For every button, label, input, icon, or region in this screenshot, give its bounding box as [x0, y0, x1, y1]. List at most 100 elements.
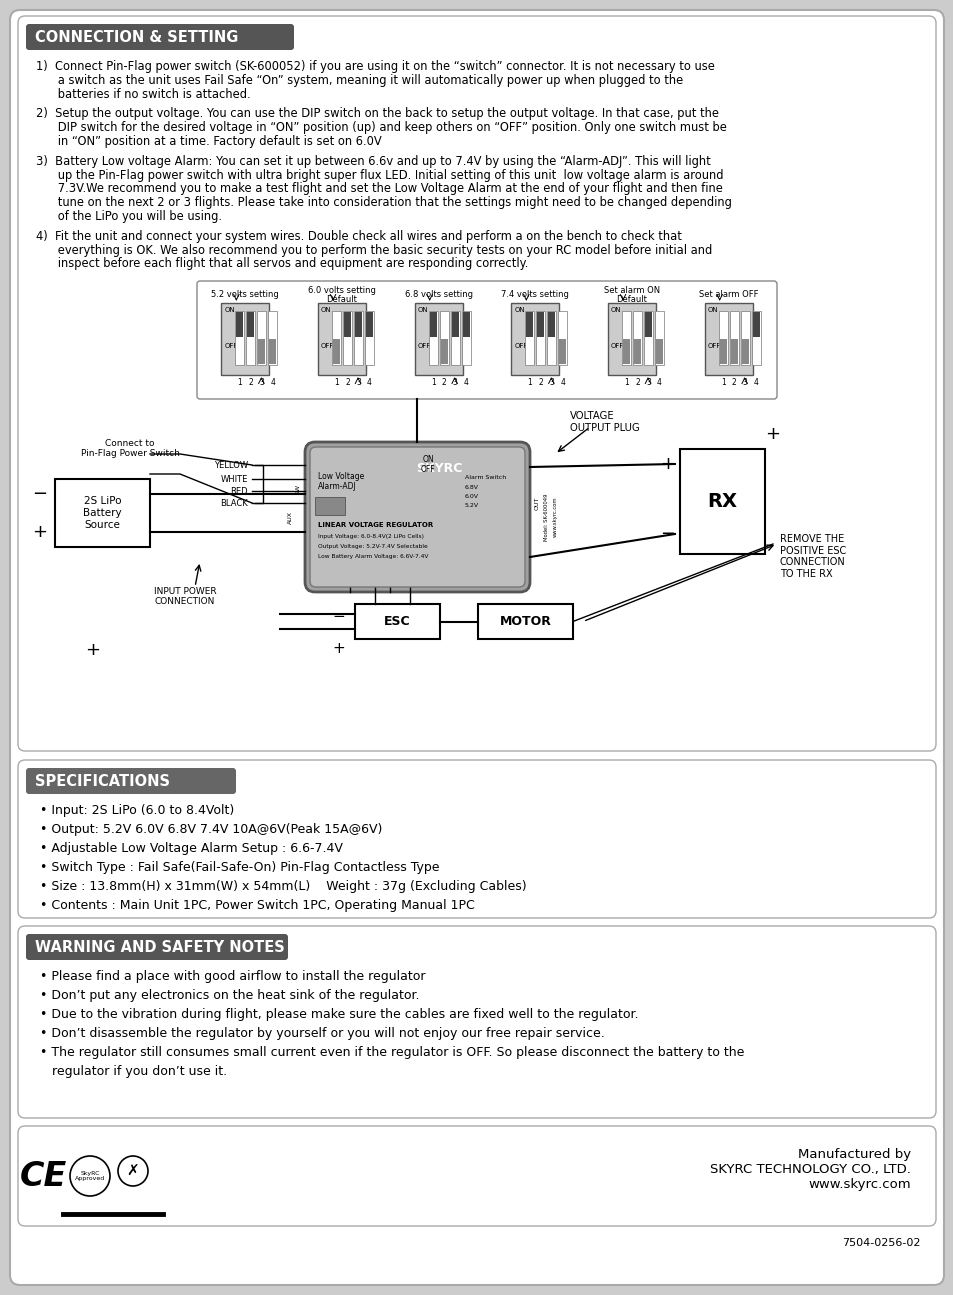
Text: CONNECTION & SETTING: CONNECTION & SETTING [35, 30, 238, 45]
Text: • Switch Type : Fail Safe(Fail-Safe-On) Pin-Flag Contactless Type: • Switch Type : Fail Safe(Fail-Safe-On) … [40, 861, 439, 874]
Bar [344, 312, 351, 338]
Text: 1: 1 [623, 378, 628, 387]
Text: OFF: OFF [707, 343, 720, 348]
Text: 3: 3 [549, 378, 554, 387]
Bar [235, 311, 244, 365]
Bar [729, 311, 738, 365]
Text: 3: 3 [259, 378, 264, 387]
Text: everything is OK. We also recommend you to perform the basic security tests on y: everything is OK. We also recommend you … [36, 243, 712, 256]
Text: +: + [332, 641, 345, 657]
Text: REMOVE THE
POSITIVE ESC
CONNECTION
TO THE RX: REMOVE THE POSITIVE ESC CONNECTION TO TH… [780, 534, 845, 579]
Bar [536, 311, 545, 365]
FancyBboxPatch shape [10, 10, 943, 1285]
Text: +: + [764, 425, 780, 443]
Text: OUT: OUT [534, 496, 539, 510]
Bar [740, 311, 749, 365]
Text: SkyRC
Approved: SkyRC Approved [74, 1171, 105, 1181]
Text: 1: 1 [334, 378, 338, 387]
Bar [730, 338, 737, 364]
Text: 4: 4 [753, 378, 758, 387]
Text: 2: 2 [345, 378, 350, 387]
Text: 2: 2 [441, 378, 446, 387]
Bar [634, 338, 640, 364]
Text: 3)  Battery Low voltage Alarm: You can set it up between 6.6v and up to 7.4V by : 3) Battery Low voltage Alarm: You can se… [36, 155, 710, 168]
Bar [246, 311, 255, 365]
Bar [333, 338, 339, 364]
Text: Default: Default [326, 295, 357, 304]
Bar [440, 338, 447, 364]
Bar [462, 312, 469, 338]
Bar [548, 312, 555, 338]
Text: Set alarm OFF: Set alarm OFF [699, 290, 758, 299]
Text: Set alarm ON: Set alarm ON [603, 286, 659, 295]
FancyBboxPatch shape [310, 447, 524, 587]
Text: 1)  Connect Pin-Flag power switch (SK-600052) if you are using it on the “switch: 1) Connect Pin-Flag power switch (SK-600… [36, 60, 714, 73]
Text: up the Pin-Flag power switch with ultra bright super flux LED. Initial setting o: up the Pin-Flag power switch with ultra … [36, 168, 722, 181]
Bar [643, 311, 652, 365]
Bar [558, 338, 566, 364]
Text: www.skyrc.com: www.skyrc.com [552, 497, 557, 537]
FancyBboxPatch shape [18, 1125, 935, 1226]
Text: 5.2V: 5.2V [464, 502, 478, 508]
Text: 6.0 volts setting: 6.0 volts setting [308, 286, 375, 295]
Bar [547, 311, 556, 365]
Text: Connect to
Pin-Flag Power Switch: Connect to Pin-Flag Power Switch [80, 439, 179, 458]
Text: • Input: 2S LiPo (6.0 to 8.4Volt): • Input: 2S LiPo (6.0 to 8.4Volt) [40, 804, 234, 817]
Text: Model: SK-600049: Model: SK-600049 [544, 493, 549, 541]
Bar [317, 303, 366, 376]
Text: 6.0V: 6.0V [464, 493, 478, 499]
Text: • Please find a place with good airflow to install the regulator: • Please find a place with good airflow … [40, 970, 425, 983]
Bar [477, 603, 573, 638]
Text: 1: 1 [431, 378, 436, 387]
Text: ON: ON [610, 307, 621, 313]
Bar [415, 303, 462, 376]
Text: WARNING AND SAFETY NOTES: WARNING AND SAFETY NOTES [35, 940, 284, 954]
Text: RX: RX [707, 492, 737, 512]
Bar [268, 311, 277, 365]
Text: regulator if you don’t use it.: regulator if you don’t use it. [40, 1064, 227, 1077]
Bar [644, 312, 651, 338]
Text: Default: Default [616, 295, 647, 304]
Text: 4)  Fit the unit and connect your system wires. Double check all wires and perfo: 4) Fit the unit and connect your system … [36, 229, 681, 242]
Text: AUX: AUX [287, 510, 293, 523]
Text: 3: 3 [355, 378, 360, 387]
Text: ON: ON [224, 307, 234, 313]
Text: 7504-0256-02: 7504-0256-02 [841, 1238, 920, 1248]
FancyBboxPatch shape [18, 760, 935, 918]
Bar [718, 311, 727, 365]
Text: Alarm Switch: Alarm Switch [464, 475, 505, 480]
Bar [314, 497, 345, 515]
Text: YELLOW: YELLOW [213, 461, 248, 470]
Bar [257, 311, 266, 365]
Circle shape [70, 1156, 110, 1197]
Bar [451, 312, 458, 338]
Bar [526, 312, 533, 338]
Text: Output Voltage: 5.2V-7.4V Selectable: Output Voltage: 5.2V-7.4V Selectable [317, 544, 427, 549]
Text: ON: ON [417, 307, 428, 313]
Text: 6.8V: 6.8V [464, 486, 478, 490]
Bar [355, 312, 361, 338]
Bar [537, 312, 544, 338]
Text: Input Voltage: 6.0-8.4V(2 LiPo Cells): Input Voltage: 6.0-8.4V(2 LiPo Cells) [317, 534, 423, 539]
Bar [236, 312, 243, 338]
Text: 1: 1 [527, 378, 532, 387]
Text: 5.2 volts setting: 5.2 volts setting [212, 290, 279, 299]
Text: SW: SW [295, 484, 300, 493]
Text: OFF: OFF [420, 465, 436, 474]
Text: ON: ON [422, 455, 434, 464]
Text: ON: ON [320, 307, 332, 313]
FancyBboxPatch shape [305, 442, 530, 592]
Text: ON: ON [514, 307, 524, 313]
Text: • Don’t put any electronics on the heat sink of the regulator.: • Don’t put any electronics on the heat … [40, 989, 419, 1002]
FancyBboxPatch shape [26, 768, 235, 794]
Text: 1: 1 [720, 378, 725, 387]
Text: RED: RED [230, 487, 248, 496]
Text: tune on the next 2 or 3 flights. Please take into consideration that the setting: tune on the next 2 or 3 flights. Please … [36, 197, 731, 210]
Bar [450, 311, 459, 365]
Bar [332, 311, 340, 365]
Circle shape [118, 1156, 148, 1186]
Bar [258, 338, 265, 364]
Bar [439, 311, 448, 365]
Text: +: + [659, 455, 675, 473]
Bar [621, 311, 630, 365]
